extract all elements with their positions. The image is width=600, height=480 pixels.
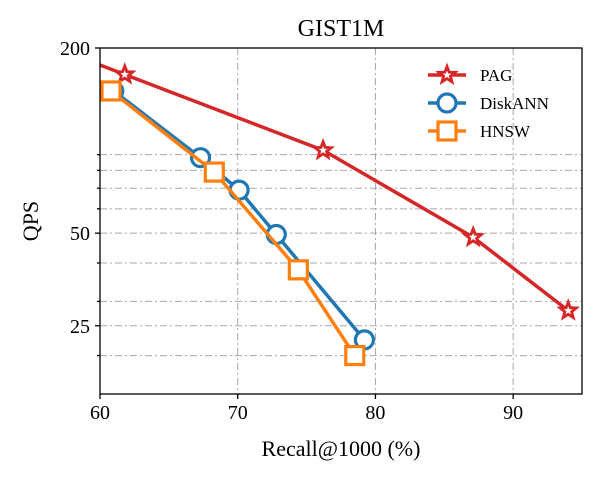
legend: PAG DiskANN HNSW bbox=[428, 62, 549, 142]
data-point bbox=[112, 62, 137, 85]
series-pag bbox=[99, 62, 581, 321]
x-tick-label: 70 bbox=[228, 402, 248, 424]
y-tick-label: 25 bbox=[70, 316, 90, 338]
series-line bbox=[109, 89, 357, 357]
y-axis-label: QPS bbox=[18, 201, 43, 241]
x-axis-label: Recall@1000 (%) bbox=[262, 436, 421, 461]
series-diskann bbox=[103, 80, 376, 351]
legend-label: DiskANN bbox=[480, 94, 549, 113]
data-point bbox=[203, 161, 225, 183]
legend-label: HNSW bbox=[480, 122, 531, 141]
plot-frame bbox=[99, 47, 583, 395]
grid-lines bbox=[100, 48, 582, 394]
data-point bbox=[461, 224, 486, 248]
series-hnsw bbox=[100, 80, 366, 367]
legend-marker bbox=[436, 120, 458, 142]
x-tick-label: 90 bbox=[503, 402, 523, 424]
legend-marker bbox=[435, 62, 459, 86]
y-tick-label: 50 bbox=[70, 223, 90, 245]
y-tick-label: 200 bbox=[60, 38, 90, 60]
x-tick-label: 60 bbox=[90, 402, 110, 424]
series-layer bbox=[99, 62, 581, 367]
legend-item: PAG bbox=[428, 62, 512, 86]
data-point bbox=[287, 259, 309, 281]
data-point bbox=[311, 137, 335, 161]
data-point bbox=[556, 298, 581, 321]
legend-marker bbox=[436, 92, 458, 114]
legend-label: PAG bbox=[480, 66, 512, 85]
data-point bbox=[344, 344, 366, 367]
axis-ticks: 60 70 80 90 25 50 200 bbox=[60, 38, 523, 424]
x-tick-label: 80 bbox=[365, 402, 385, 424]
data-point bbox=[228, 179, 250, 201]
chart-title: GIST1M bbox=[298, 16, 385, 42]
series-line bbox=[112, 89, 366, 341]
legend-item: HNSW bbox=[428, 120, 531, 142]
legend-item: DiskANN bbox=[428, 92, 549, 114]
data-point bbox=[100, 80, 122, 102]
